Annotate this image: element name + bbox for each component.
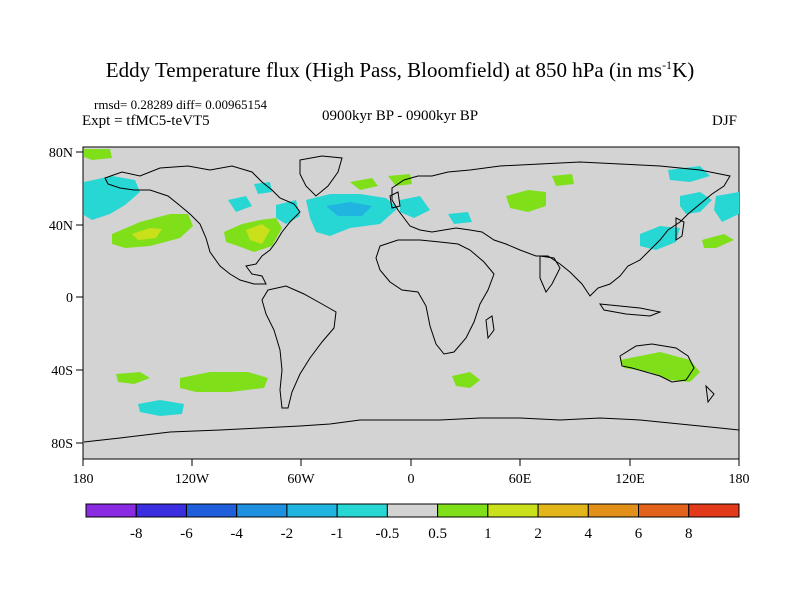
- coast-madagascar: [485, 315, 495, 340]
- colorbar-swatch: [537, 503, 589, 518]
- colorbar-label: -6: [180, 526, 193, 542]
- x-tick: 0: [408, 472, 415, 487]
- shade-nwpac-neg: [640, 226, 680, 250]
- axis-ticks: [76, 151, 740, 466]
- colorbar-swatch: [336, 503, 388, 518]
- colorbar-swatch: [688, 503, 740, 518]
- shade-sh-atl-pos: [452, 372, 480, 388]
- shade-asia-pos: [506, 190, 546, 212]
- coast-australia: [619, 343, 695, 383]
- shade-med-neg: [448, 212, 472, 224]
- shade-scand-pos: [388, 174, 412, 186]
- shade-siberia-pos: [552, 174, 574, 186]
- season-label: DJF: [712, 113, 738, 129]
- colorbar-label: 1: [484, 526, 492, 542]
- coast-africa: [375, 239, 495, 355]
- colorbar: -8 -6 -4 -2 -1 -0.5 0.5 1 2 4 6 8: [85, 503, 740, 542]
- colorbar-swatch: [437, 503, 489, 518]
- y-tick: 40N: [49, 219, 73, 234]
- colorbar-swatch: [638, 503, 690, 518]
- shade-natl-neg-core: [326, 202, 372, 216]
- coast-indonesia: [598, 303, 662, 317]
- anomaly-shading: [84, 149, 739, 416]
- colorbar-swatch: [286, 503, 338, 518]
- y-tick-labels: 80N 40N 0 40S 80S: [49, 146, 73, 452]
- colorbar-swatch: [85, 503, 137, 518]
- shade-sh-pac-neg: [138, 400, 184, 416]
- colorbar-label: 6: [635, 526, 643, 542]
- colorbar-label: 4: [585, 526, 593, 542]
- shade-greenland-neg: [254, 182, 272, 194]
- y-tick: 0: [66, 291, 73, 306]
- colorbar-swatch: [386, 503, 439, 518]
- y-tick: 80N: [49, 146, 73, 161]
- x-tick: 60W: [287, 472, 315, 487]
- title-superscript: -1: [662, 58, 673, 72]
- x-tick: 120W: [175, 472, 210, 487]
- x-tick: 180: [729, 472, 750, 487]
- shade-na-pos-core: [246, 224, 270, 244]
- colorbar-swatch: [236, 503, 288, 518]
- shade-arctic-pos: [84, 149, 112, 160]
- colorbar-swatch: [135, 503, 187, 518]
- figure-title: Eddy Temperature flux (High Pass, Bloomf…: [0, 58, 800, 83]
- coast-newzealand: [705, 384, 715, 404]
- colorbar-label: 0.5: [428, 526, 447, 542]
- shade-europe-neg: [400, 196, 430, 218]
- x-tick-labels: 180 120W 60W 0 60E 120E 180: [73, 472, 750, 487]
- x-tick: 120E: [615, 472, 645, 487]
- shade-canada-neg: [228, 196, 252, 212]
- shade-sh-pac-pos: [180, 372, 268, 392]
- shade-npac-pos-core: [132, 228, 162, 240]
- shade-iceland-pos: [350, 178, 378, 190]
- coast-india: [539, 255, 561, 293]
- shade-sh-pac2-pos: [116, 372, 150, 384]
- colorbar-label: -1: [331, 526, 344, 542]
- coast-greenland: [299, 155, 343, 197]
- colorbar-label: -0.5: [376, 526, 400, 542]
- colorbar-swatch: [185, 503, 238, 518]
- coastlines: [83, 155, 740, 443]
- shade-nwpac-neg2: [680, 192, 712, 214]
- period-label: 0900kyr BP - 0900kyr BP: [322, 108, 479, 124]
- colorbar-label: 8: [685, 526, 693, 542]
- coast-japan: [675, 217, 685, 241]
- coast-eurasia: [391, 161, 731, 297]
- y-tick: 40S: [51, 364, 73, 379]
- title-tail: K): [672, 58, 695, 82]
- y-tick: 80S: [51, 437, 73, 452]
- colorbar-swatch: [587, 503, 640, 518]
- x-tick: 60E: [509, 472, 532, 487]
- colorbar-label: 2: [534, 526, 542, 542]
- shade-nepac-neg: [714, 192, 739, 222]
- title-main: Eddy Temperature flux (High Pass, Bloomf…: [105, 58, 663, 82]
- colorbar-label: -8: [130, 526, 143, 542]
- colorbar-label: -2: [281, 526, 294, 542]
- coast-uk: [389, 191, 401, 209]
- x-tick: 180: [73, 472, 94, 487]
- coast-north-america: [104, 165, 301, 285]
- experiment-label: Expt = tfMC5-teVT5: [82, 113, 210, 129]
- colorbar-swatch: [487, 503, 539, 518]
- colorbar-label: -4: [230, 526, 243, 542]
- rmsd-stats: rmsd= 0.28289 diff= 0.00965154: [94, 97, 267, 112]
- coast-antarctica: [83, 417, 740, 443]
- shade-npac-neg: [84, 176, 140, 220]
- shade-kam-pos: [702, 234, 734, 248]
- coast-south-america: [261, 285, 337, 409]
- shade-aus-pos: [620, 352, 700, 382]
